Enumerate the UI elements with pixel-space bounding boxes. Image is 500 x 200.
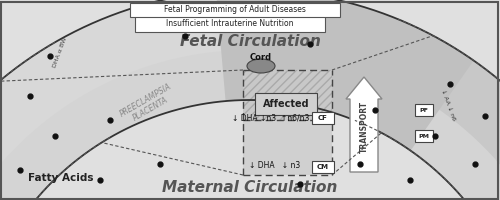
Bar <box>243 70 332 120</box>
Text: PREECLAMPSIA
PLACENTA: PREECLAMPSIA PLACENTA <box>118 82 178 128</box>
Polygon shape <box>0 0 250 200</box>
Text: PM: PM <box>418 134 430 138</box>
Text: Affected: Affected <box>262 99 310 109</box>
Bar <box>130 3 340 17</box>
Polygon shape <box>216 0 473 151</box>
Text: PF: PF <box>420 108 428 112</box>
Text: Fetal Circulation: Fetal Circulation <box>180 34 320 49</box>
Text: TRANSPORT: TRANSPORT <box>360 101 368 153</box>
Bar <box>243 120 332 175</box>
Text: DHA α BW: DHA α BW <box>52 36 68 68</box>
Bar <box>312 161 334 173</box>
Text: ↓ DHA ↓n3  ↑n6/n3: ↓ DHA ↓n3 ↑n6/n3 <box>232 114 310 122</box>
Text: Maternal Circulation: Maternal Circulation <box>162 180 338 196</box>
Text: ↓ AA ↓ n6: ↓ AA ↓ n6 <box>440 89 456 121</box>
Text: Insufficient Intrauterine Nutrition: Insufficient Intrauterine Nutrition <box>166 20 294 28</box>
Bar <box>415 104 433 116</box>
Text: CF: CF <box>318 115 328 121</box>
Text: ↓ DHA   ↓ n3: ↓ DHA ↓ n3 <box>250 162 300 170</box>
Text: Fetal Programming of Adult Diseases: Fetal Programming of Adult Diseases <box>164 5 306 15</box>
Bar <box>415 130 433 142</box>
Bar <box>312 112 334 124</box>
Bar <box>135 16 325 32</box>
Polygon shape <box>0 50 500 200</box>
Text: CM: CM <box>317 164 329 170</box>
Text: Fatty Acids: Fatty Acids <box>28 173 94 183</box>
Text: Cord: Cord <box>250 52 272 62</box>
Ellipse shape <box>247 59 275 73</box>
Bar <box>255 93 317 115</box>
FancyArrow shape <box>346 77 382 172</box>
